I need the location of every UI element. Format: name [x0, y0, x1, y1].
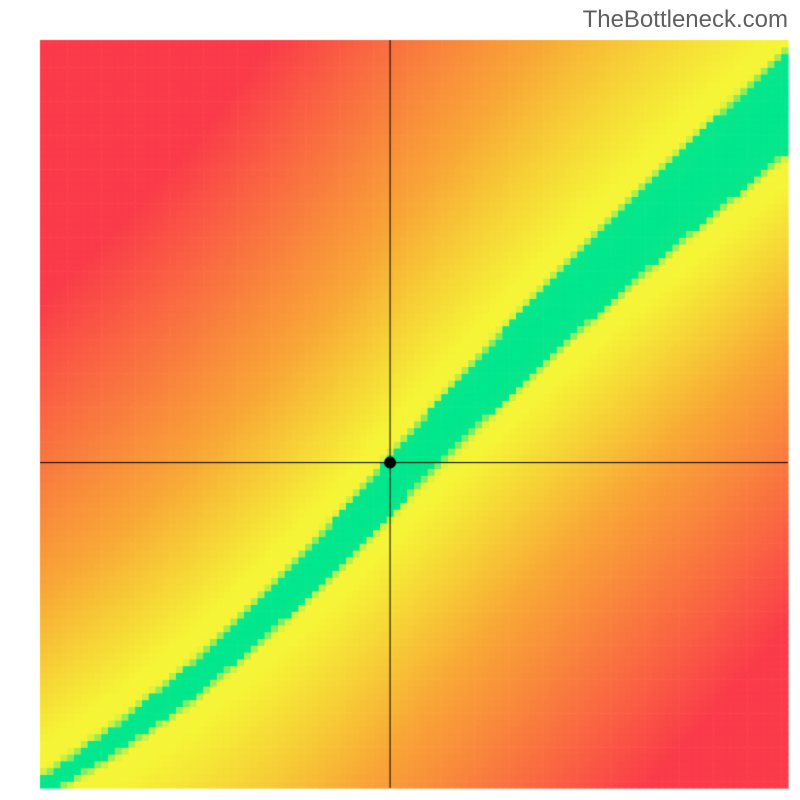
heatmap-canvas	[0, 0, 800, 800]
plot-container: TheBottleneck.com	[0, 0, 800, 800]
attribution-text: TheBottleneck.com	[583, 6, 788, 34]
